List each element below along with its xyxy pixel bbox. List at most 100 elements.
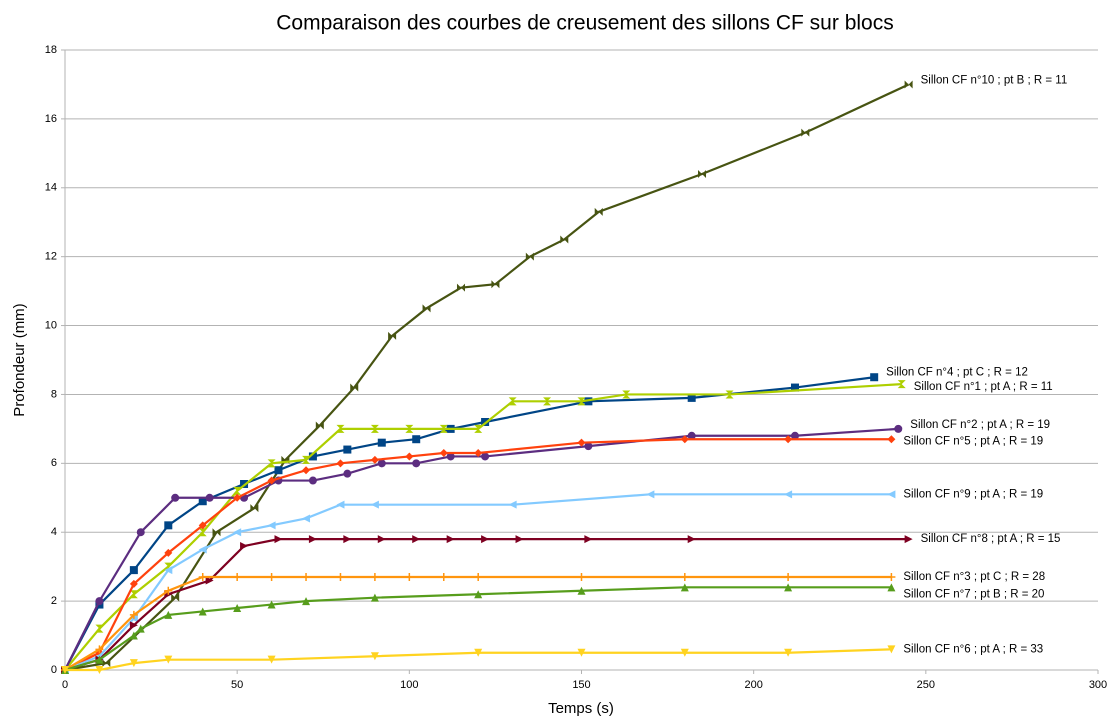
series-label: Sillon CF n°6 ; pt A ; R = 33 bbox=[903, 643, 1043, 655]
marker bbox=[577, 573, 586, 581]
marker bbox=[343, 445, 352, 454]
marker bbox=[904, 535, 913, 544]
marker bbox=[343, 535, 352, 544]
marker bbox=[267, 655, 276, 664]
marker bbox=[543, 397, 552, 406]
series: Sillon CF n°3 ; pt C ; R = 28 bbox=[61, 571, 1045, 674]
series: Sillon CF n°10 ; pt B ; R = 11 bbox=[61, 74, 1067, 674]
y-tick-label: 6 bbox=[51, 457, 57, 469]
x-tick-label: 250 bbox=[917, 679, 935, 691]
marker bbox=[377, 438, 386, 447]
series-label: Sillon CF n°4 ; pt C ; R = 12 bbox=[886, 366, 1028, 378]
marker bbox=[198, 528, 207, 537]
x-tick-label: 0 bbox=[62, 679, 68, 691]
marker bbox=[343, 469, 352, 478]
marker bbox=[801, 128, 810, 137]
marker bbox=[198, 521, 207, 530]
marker bbox=[577, 586, 586, 595]
marker bbox=[370, 455, 379, 464]
marker bbox=[584, 535, 593, 544]
series: Sillon CF n°8 ; pt A ; R = 15 bbox=[61, 533, 1060, 674]
marker bbox=[422, 304, 431, 313]
marker bbox=[577, 397, 586, 406]
marker bbox=[198, 607, 207, 616]
y-tick-label: 8 bbox=[51, 388, 57, 400]
marker bbox=[439, 424, 448, 433]
marker bbox=[474, 449, 483, 457]
x-tick-label: 100 bbox=[400, 679, 418, 691]
marker bbox=[784, 435, 793, 444]
marker bbox=[267, 476, 276, 485]
marker bbox=[95, 655, 104, 664]
marker bbox=[370, 652, 379, 661]
series: Sillon CF n°4 ; pt C ; R = 12 bbox=[61, 366, 1028, 674]
marker bbox=[233, 604, 242, 612]
y-tick-label: 4 bbox=[51, 526, 57, 538]
marker bbox=[129, 621, 138, 630]
marker bbox=[302, 466, 311, 475]
marker bbox=[129, 579, 138, 588]
marker bbox=[698, 170, 707, 178]
series-label: Sillon CF n°2 ; pt A ; R = 19 bbox=[910, 419, 1050, 431]
marker bbox=[205, 576, 214, 585]
marker bbox=[412, 435, 421, 444]
marker bbox=[784, 490, 793, 499]
series-label: Sillon CF n°3 ; pt C ; R = 28 bbox=[903, 571, 1045, 583]
marker bbox=[680, 648, 689, 657]
x-tick-label: 300 bbox=[1089, 679, 1107, 691]
marker bbox=[370, 424, 379, 433]
marker bbox=[474, 424, 483, 433]
marker bbox=[412, 535, 421, 544]
marker bbox=[790, 431, 799, 440]
marker bbox=[336, 500, 345, 509]
marker bbox=[308, 452, 317, 461]
series-line bbox=[64, 376, 875, 671]
marker bbox=[129, 631, 138, 640]
marker bbox=[164, 566, 173, 575]
marker bbox=[267, 600, 276, 609]
marker bbox=[412, 459, 421, 468]
marker bbox=[370, 593, 379, 602]
marker bbox=[274, 466, 283, 475]
marker bbox=[129, 566, 138, 575]
marker bbox=[491, 280, 500, 289]
x-tick-label: 50 bbox=[231, 679, 243, 691]
marker bbox=[274, 535, 283, 544]
y-tick-label: 18 bbox=[45, 44, 57, 56]
marker bbox=[481, 535, 490, 544]
y-tick-label: 16 bbox=[45, 113, 57, 125]
marker bbox=[370, 500, 379, 509]
marker bbox=[560, 235, 569, 244]
marker bbox=[302, 597, 311, 606]
marker bbox=[784, 573, 793, 581]
marker bbox=[594, 207, 603, 216]
marker bbox=[446, 452, 455, 461]
marker bbox=[481, 452, 490, 461]
marker bbox=[474, 648, 483, 657]
marker bbox=[336, 573, 345, 581]
y-tick-label: 12 bbox=[45, 251, 57, 263]
marker bbox=[129, 659, 138, 668]
marker bbox=[164, 548, 173, 557]
marker bbox=[887, 490, 896, 499]
marker bbox=[577, 648, 586, 657]
marker bbox=[474, 590, 483, 599]
marker bbox=[405, 573, 414, 581]
y-tick-label: 10 bbox=[45, 319, 57, 331]
marker bbox=[388, 331, 397, 340]
marker bbox=[370, 573, 379, 581]
marker bbox=[233, 573, 242, 581]
series-line bbox=[64, 427, 899, 671]
series-line bbox=[64, 438, 892, 671]
marker bbox=[233, 528, 242, 537]
y-tick-label: 14 bbox=[45, 182, 57, 194]
marker bbox=[240, 542, 249, 550]
series: Sillon CF n°1 ; pt A ; R = 11 bbox=[61, 380, 1053, 674]
marker bbox=[136, 624, 145, 633]
x-tick-label: 200 bbox=[744, 679, 762, 691]
marker bbox=[129, 610, 138, 619]
marker bbox=[267, 459, 276, 468]
marker bbox=[439, 573, 448, 581]
series-label: Sillon CF n°10 ; pt B ; R = 11 bbox=[921, 74, 1068, 86]
series-line bbox=[64, 383, 902, 671]
